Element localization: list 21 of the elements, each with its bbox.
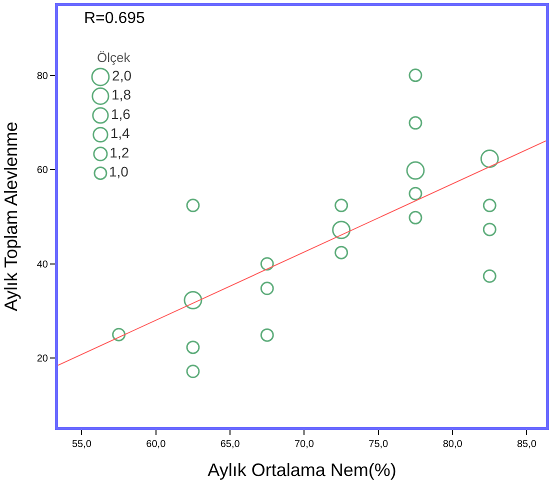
x-tick-label: 65,0 (220, 439, 240, 450)
legend-label: 1,6 (110, 106, 131, 122)
x-tick-label: 75,0 (368, 439, 389, 450)
x-tick-label: 55,0 (72, 439, 92, 450)
legend-label: 2,0 (112, 67, 132, 84)
y-tick-label: 80 (36, 70, 48, 82)
y-axis-title: Aylık Toplam Alevlenme (1, 122, 22, 312)
legend-title: Ölçek (97, 50, 131, 65)
legend-label: 1,0 (108, 164, 129, 180)
annotation: R=0.695 (84, 10, 146, 27)
y-tick-label: 60 (36, 165, 48, 176)
y-tick-label: 20 (36, 354, 48, 365)
legend-label: 1,4 (110, 125, 130, 142)
y-tick-label: 40 (36, 259, 48, 270)
legend-label: 1,8 (112, 86, 132, 103)
x-tick-label: 70,0 (294, 439, 314, 450)
x-tick-label: 60,0 (146, 439, 166, 450)
x-tick-label: 80,0 (442, 439, 463, 450)
legend-label: 1,2 (110, 144, 130, 160)
x-axis-title: Aylık Ortalama Nem(%) (208, 460, 396, 480)
x-tick-label: 85,0 (516, 439, 537, 450)
